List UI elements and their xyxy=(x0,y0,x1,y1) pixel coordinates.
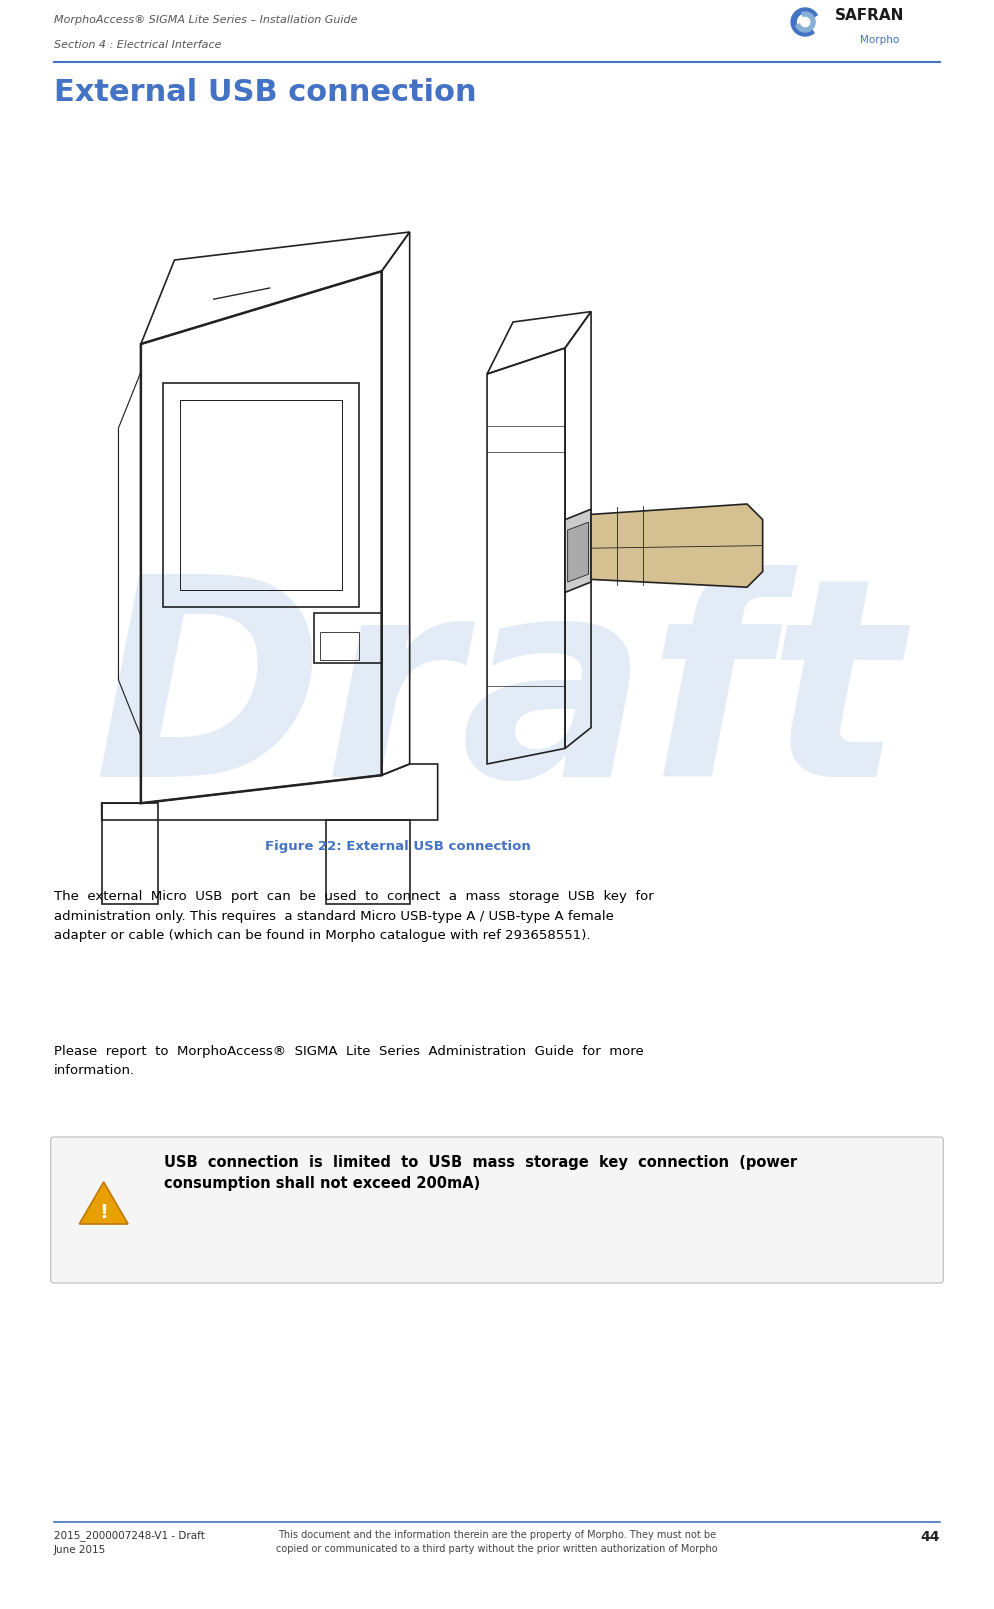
Text: SAFRAN: SAFRAN xyxy=(835,8,905,23)
Text: 2015_2000007248-V1 - Draft
June 2015: 2015_2000007248-V1 - Draft June 2015 xyxy=(54,1530,205,1554)
Text: !: ! xyxy=(99,1202,108,1221)
FancyBboxPatch shape xyxy=(51,1138,943,1282)
Text: This document and the information therein are the property of Morpho. They must : This document and the information therei… xyxy=(276,1530,718,1554)
Wedge shape xyxy=(796,11,815,32)
Text: Figure 22: External USB connection: Figure 22: External USB connection xyxy=(264,840,531,853)
Wedge shape xyxy=(791,8,817,35)
Text: Morpho: Morpho xyxy=(860,35,899,45)
Text: The  external  Micro  USB  port  can  be  used  to  connect  a  mass  storage  U: The external Micro USB port can be used … xyxy=(54,890,653,941)
Polygon shape xyxy=(80,1183,128,1224)
Text: USB  connection  is  limited  to  USB  mass  storage  key  connection  (power
co: USB connection is limited to USB mass st… xyxy=(164,1155,797,1191)
Text: Please  report  to  MorphoAccess®  SIGMA  Lite  Series  Administration  Guide  f: Please report to MorphoAccess® SIGMA Lit… xyxy=(54,1044,643,1078)
Polygon shape xyxy=(565,508,591,592)
Text: MorphoAccess® SIGMA Lite Series – Installation Guide: MorphoAccess® SIGMA Lite Series – Instal… xyxy=(54,14,357,26)
Text: Draft: Draft xyxy=(92,565,902,835)
Text: External USB connection: External USB connection xyxy=(54,77,476,108)
Text: Section 4 : Electrical Interface: Section 4 : Electrical Interface xyxy=(54,40,222,50)
Text: 44: 44 xyxy=(920,1530,940,1545)
Polygon shape xyxy=(568,523,588,582)
Polygon shape xyxy=(591,504,762,587)
